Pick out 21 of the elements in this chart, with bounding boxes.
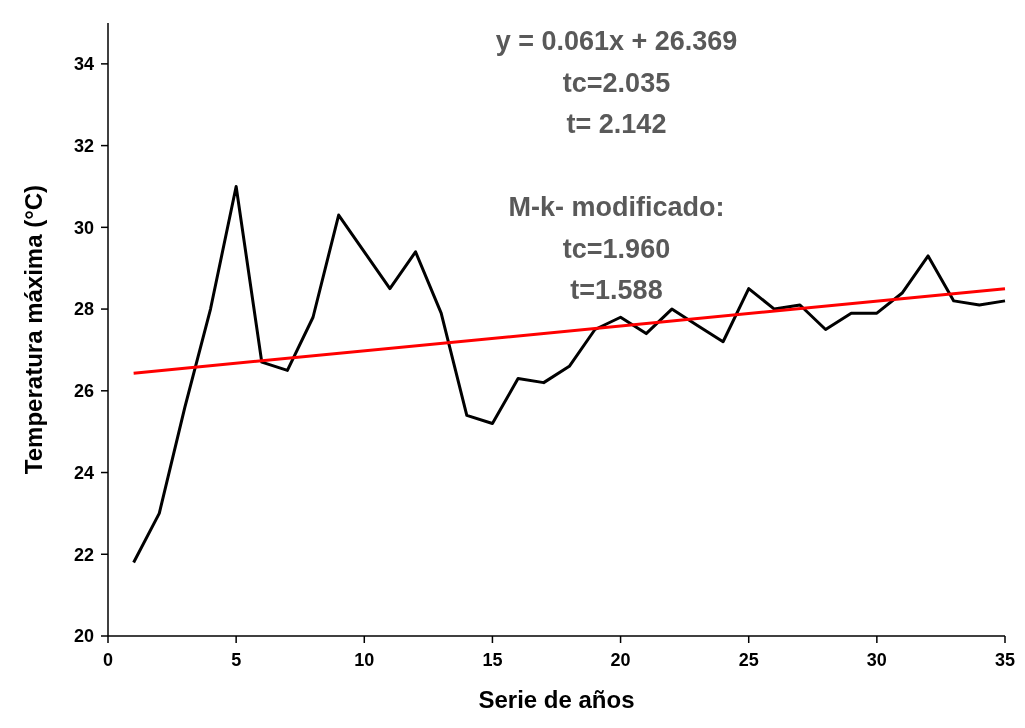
x-tick-label: 5 (231, 650, 242, 670)
y-tick-label: 22 (73, 544, 94, 565)
x-tick-label: 15 (482, 650, 503, 670)
annotation: y = 0.061x + 26.369 tc=2.035 t= 2.142 (495, 26, 738, 139)
y-tick-label: 32 (73, 135, 94, 156)
x-tick-label: 30 (866, 650, 887, 670)
line-series (132, 184, 1007, 564)
y-tick-label: 26 (73, 381, 94, 402)
x-tick-label: 10 (354, 650, 375, 670)
x-axis-title: Serie de años (478, 686, 635, 713)
x-tick-label: 35 (994, 650, 1016, 670)
y-axis-title: Temperatura máxima (°C) (20, 184, 47, 475)
x-tick-label: 20 (610, 650, 631, 670)
y-tick-label: 24 (73, 462, 94, 483)
y-tick-label: 30 (73, 217, 94, 238)
annotation: M-k- modificado: tc=1.960 t=1.588 (508, 192, 725, 305)
x-tick-label: 25 (738, 650, 759, 670)
y-tick-label: 20 (73, 626, 94, 647)
y-tick-label: 34 (73, 54, 94, 75)
x-tick-label: 0 (102, 650, 114, 670)
y-tick-label: 28 (73, 299, 94, 320)
